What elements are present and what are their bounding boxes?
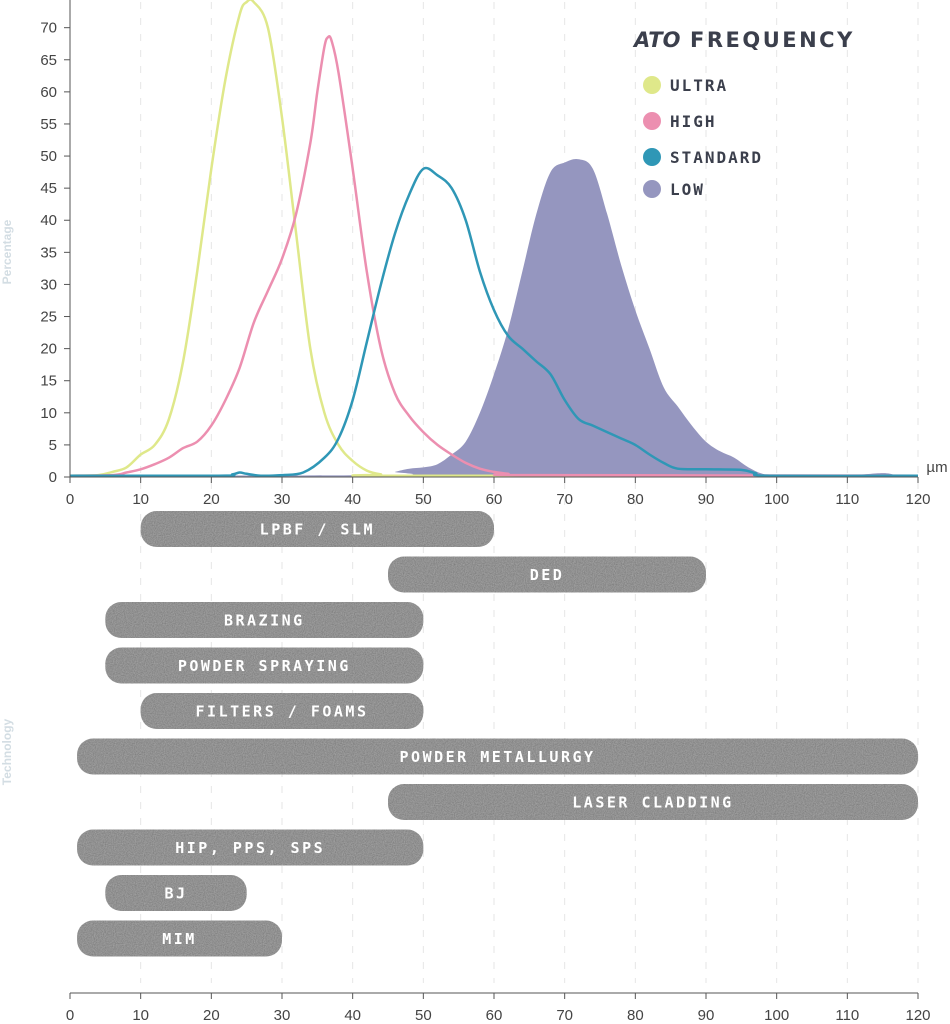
x-tick-label-top-40: 40 (344, 491, 361, 508)
y-tick-label-0: 0 (49, 469, 57, 486)
x-tick-label-bottom-50: 50 (415, 1007, 432, 1024)
technology-x-axis: 0 10 20 30 40 50 60 70 80 90 100 110 120 (66, 992, 931, 1024)
y-tick-label-20: 20 (40, 341, 57, 358)
legend-swatch-standard (643, 148, 661, 166)
bar-label-laser-cladding: LASER CLADDING (572, 794, 733, 812)
y-tick-label-5: 5 (49, 437, 57, 454)
x-tick-label-top-120: 120 (905, 491, 930, 508)
x-tick-label-top-100: 100 (764, 491, 789, 508)
bar-label-ded: DED (530, 566, 565, 584)
series-high-line (69, 35, 919, 477)
y-tick-label-10: 10 (40, 405, 57, 422)
series-ultra-line (69, 0, 919, 478)
x-tick-label-top-110: 110 (835, 491, 859, 508)
x-tick-label-bottom-70: 70 (556, 1007, 573, 1024)
bar-bj (105, 875, 247, 911)
legend-label-standard: STANDARD (670, 148, 763, 167)
bar-brazing (105, 602, 424, 638)
bar-label-hip-pps-sps: HIP, PPS, SPS (175, 839, 325, 857)
x-tick-label-bottom-100: 100 (764, 1007, 789, 1024)
x-tick-label-bottom-120: 120 (905, 1007, 930, 1024)
x-tick-label-top-20: 20 (203, 491, 220, 508)
x-tick-label-bottom-40: 40 (344, 1007, 361, 1024)
y-tick-label-65: 65 (40, 52, 57, 69)
x-tick-label-top-70: 70 (556, 491, 573, 508)
x-tick-label-top-30: 30 (274, 491, 291, 508)
bar-label-powder-metallurgy: POWDER METALLURGY (400, 748, 596, 766)
series-standard-line (69, 166, 919, 478)
y-axis-title-technology: Technology (0, 718, 14, 785)
y-tick-label-30: 30 (40, 276, 57, 293)
x-tick-label-top-10: 10 (132, 491, 149, 508)
x-tick-label-bottom-60: 60 (486, 1007, 503, 1024)
x-tick-label-bottom-30: 30 (274, 1007, 291, 1024)
x-tick-label-bottom-110: 110 (835, 1007, 859, 1024)
bar-laser-cladding (388, 784, 918, 820)
x-tick-label-bottom-80: 80 (627, 1007, 644, 1024)
y-axis-title-percentage: Percentage (0, 219, 14, 284)
x-tick-label-top-50: 50 (415, 491, 432, 508)
bar-label-bj: BJ (164, 885, 187, 903)
bar-label-brazing: BRAZING (224, 612, 305, 630)
bar-label-mim: MIM (162, 930, 197, 948)
x-tick-label-top-80: 80 (627, 491, 644, 508)
y-tick-label-25: 25 (40, 309, 57, 326)
x-tick-label-bottom-90: 90 (698, 1007, 715, 1024)
bar-powder-metallurgy (77, 738, 919, 775)
y-tick-label-15: 15 (40, 373, 57, 390)
x-tick-label-top-60: 60 (486, 491, 503, 508)
bar-filters-foams (140, 693, 424, 729)
legend-swatch-low (643, 180, 661, 198)
legend-label-high: HIGH (670, 112, 717, 131)
legend-label-low: LOW (670, 180, 705, 199)
bar-lpbf-slm (140, 511, 494, 547)
bar-mim (77, 920, 282, 957)
technology-bars: LPBF / SLM DED BRAZING POWDER SPRAYING FILTE… (77, 511, 919, 957)
legend-title: FREQUENCY (690, 28, 855, 52)
y-tick-label-45: 45 (40, 180, 57, 197)
legend-swatch-high (643, 112, 661, 130)
y-tick-label-50: 50 (40, 148, 57, 165)
x-tick-label-bottom-10: 10 (132, 1007, 149, 1024)
y-tick-label-70: 70 (40, 20, 57, 37)
x-tick-label-top-90: 90 (698, 491, 715, 508)
x-tick-label-top-0: 0 (66, 491, 74, 508)
distribution-axes: 0 5 10 15 20 25 30 35 40 45 50 55 60 65 70 0 10 20 30 40 50 6… (40, 0, 948, 508)
y-tick-label-60: 60 (40, 84, 57, 101)
x-tick-label-bottom-20: 20 (203, 1007, 220, 1024)
y-tick-label-35: 35 (40, 244, 57, 261)
bar-ded (388, 556, 706, 593)
x-tick-label-bottom-0: 0 (66, 1007, 74, 1024)
bar-hip-pps-sps (77, 829, 424, 866)
series-low-area (70, 158, 918, 477)
y-tick-label-40: 40 (40, 212, 57, 229)
legend-label-ultra: ULTRA (670, 76, 728, 95)
legend: ATO FREQUENCY ULTRA HIGH STANDARD LOW (632, 28, 855, 199)
bar-label-lpbf-slm: LPBF / SLM (260, 521, 375, 539)
legend-swatch-ultra (643, 76, 661, 94)
x-axis-unit-label: µm (926, 459, 947, 476)
y-tick-label-55: 55 (40, 116, 57, 133)
bar-powder-spraying (105, 647, 424, 684)
bar-label-powder-spraying: POWDER SPRAYING (178, 657, 351, 675)
legend-brand: ATO (632, 28, 681, 52)
bar-label-filters-foams: FILTERS / FOAMS (196, 703, 369, 721)
distribution-curves (69, 0, 919, 478)
